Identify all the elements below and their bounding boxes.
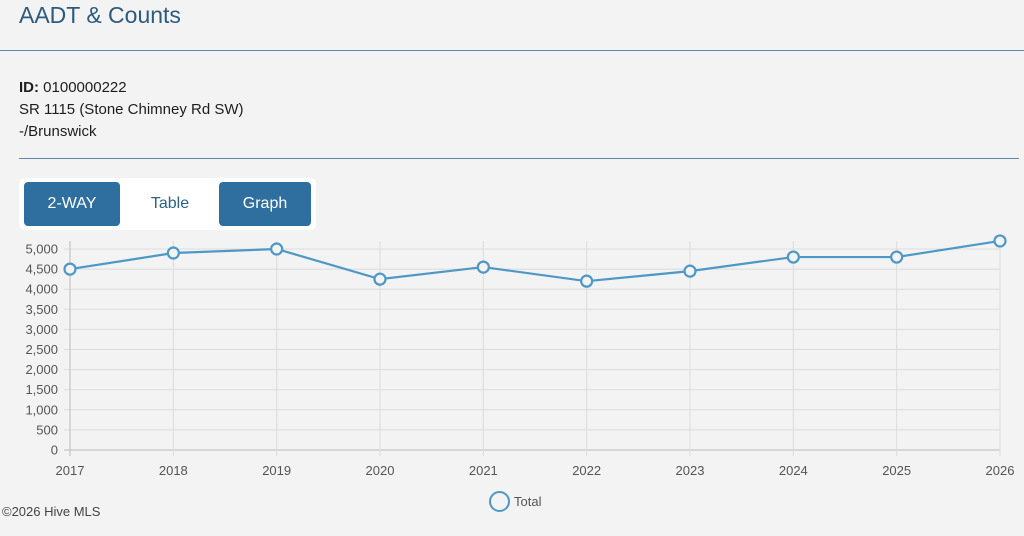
y-tick-label: 1,000 xyxy=(25,402,58,417)
y-tick-label: 2,500 xyxy=(25,342,58,357)
legend-series-label: Total xyxy=(514,494,542,509)
series-line-total xyxy=(69,239,1001,283)
data-point xyxy=(166,246,180,260)
y-tick-label: 4,500 xyxy=(25,262,58,277)
station-location: -/Brunswick xyxy=(19,123,97,140)
station-info: ID: 0100000222 SR 1115 (Stone Chimney Rd… xyxy=(19,77,244,143)
data-point xyxy=(890,250,904,264)
y-tick-label: 4,000 xyxy=(25,282,58,297)
x-tick-label: 2022 xyxy=(572,463,601,478)
legend-series-marker xyxy=(489,491,510,512)
y-tick-label: 5,000 xyxy=(25,242,58,257)
station-id-value: 0100000222 xyxy=(43,79,127,96)
y-tick-label: 1,500 xyxy=(25,382,58,397)
data-point xyxy=(373,272,387,286)
y-tick-label: 0 xyxy=(51,443,58,458)
y-tick-label: 3,000 xyxy=(25,322,58,337)
data-point xyxy=(993,234,1007,248)
y-tick-label: 500 xyxy=(36,422,58,437)
view-toggle-group: 2-WAY Table Graph xyxy=(19,178,316,230)
y-tick-label: 2,000 xyxy=(25,362,58,377)
two-way-button[interactable]: 2-WAY xyxy=(24,182,120,226)
x-tick-label: 2023 xyxy=(676,463,705,478)
data-point xyxy=(786,250,800,264)
x-tick-label: 2025 xyxy=(882,463,911,478)
x-tick-label: 2024 xyxy=(779,463,808,478)
page-title: AADT & Counts xyxy=(19,2,181,28)
x-tick-label: 2018 xyxy=(159,463,188,478)
graph-button[interactable]: Graph xyxy=(219,182,311,226)
x-tick-label: 2026 xyxy=(986,463,1015,478)
data-point xyxy=(683,264,697,278)
data-point xyxy=(270,242,284,256)
data-point xyxy=(476,260,490,274)
data-point xyxy=(63,262,77,276)
table-button[interactable]: Table xyxy=(122,182,218,226)
info-divider xyxy=(19,158,1019,159)
station-id-label: ID: xyxy=(19,79,39,96)
y-tick-label: 3,500 xyxy=(25,302,58,317)
x-tick-label: 2020 xyxy=(366,463,395,478)
header-divider xyxy=(0,50,1024,51)
x-tick-label: 2017 xyxy=(56,463,85,478)
x-tick-label: 2019 xyxy=(262,463,291,478)
copyright-notice: ©2026 Hive MLS xyxy=(2,504,101,519)
station-road: SR 1115 (Stone Chimney Rd SW) xyxy=(19,101,244,118)
chart-legend[interactable]: Total xyxy=(489,491,541,512)
x-tick-label: 2021 xyxy=(469,463,498,478)
station-id-row: ID: 0100000222 xyxy=(19,77,244,99)
aadt-line-chart: 0 500 1,000 1,500 2,000 2,500 3,000 3,500 4,000 4… xyxy=(25,234,1015,478)
data-point xyxy=(580,274,594,288)
